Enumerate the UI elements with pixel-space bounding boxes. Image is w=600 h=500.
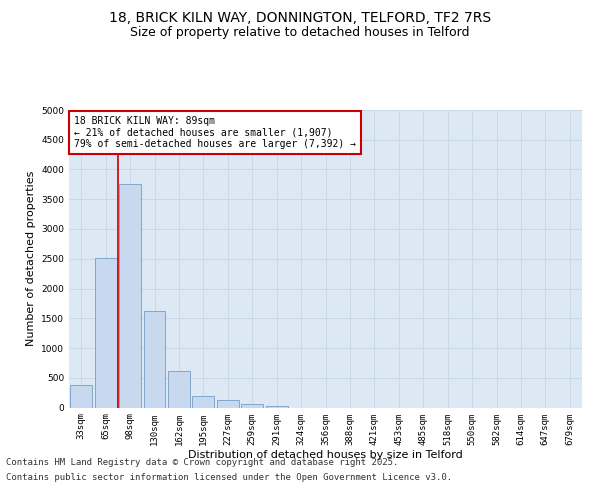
- Text: 18, BRICK KILN WAY, DONNINGTON, TELFORD, TF2 7RS: 18, BRICK KILN WAY, DONNINGTON, TELFORD,…: [109, 10, 491, 24]
- Bar: [241, 404, 263, 407]
- Bar: [95, 258, 116, 408]
- Text: 18 BRICK KILN WAY: 89sqm
← 21% of detached houses are smaller (1,907)
79% of sem: 18 BRICK KILN WAY: 89sqm ← 21% of detach…: [74, 116, 356, 149]
- Bar: [193, 396, 214, 407]
- Bar: [119, 184, 141, 408]
- Bar: [143, 311, 166, 408]
- Bar: [168, 370, 190, 408]
- Bar: [266, 406, 287, 407]
- Y-axis label: Number of detached properties: Number of detached properties: [26, 171, 35, 346]
- Text: Size of property relative to detached houses in Telford: Size of property relative to detached ho…: [130, 26, 470, 39]
- X-axis label: Distribution of detached houses by size in Telford: Distribution of detached houses by size …: [188, 450, 463, 460]
- Bar: [70, 386, 92, 407]
- Text: Contains HM Land Registry data © Crown copyright and database right 2025.: Contains HM Land Registry data © Crown c…: [6, 458, 398, 467]
- Text: Contains public sector information licensed under the Open Government Licence v3: Contains public sector information licen…: [6, 473, 452, 482]
- Bar: [217, 400, 239, 407]
